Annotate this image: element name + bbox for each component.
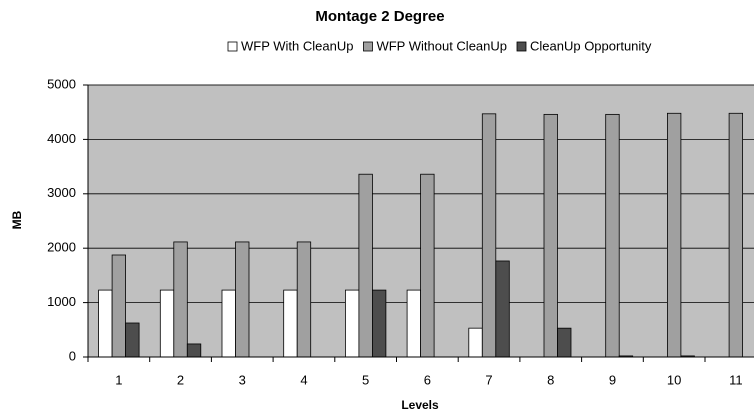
bar (296, 241, 312, 358)
bar (98, 289, 113, 358)
legend-label: CleanUp Opportunity (530, 38, 652, 53)
chart-title: Montage 2 Degree (315, 8, 444, 25)
y-tick-label: 4000 (47, 131, 76, 146)
bar (605, 113, 620, 358)
bar (557, 327, 572, 358)
bar (159, 289, 175, 358)
y-tick-label: 3000 (47, 185, 76, 200)
x-axis-label: Levels (401, 398, 439, 412)
bar (543, 113, 558, 358)
x-tick-label: 10 (667, 372, 681, 387)
y-tick-label: 2000 (47, 240, 76, 255)
bar (221, 289, 236, 358)
x-tick-label: 5 (362, 372, 369, 387)
bar (406, 289, 422, 358)
bar (358, 173, 373, 358)
bar (344, 289, 360, 358)
bar (420, 173, 435, 358)
y-axis-label: MB (10, 210, 24, 229)
bar (235, 241, 250, 358)
legend-swatch (227, 41, 238, 52)
x-tick-label: 1 (115, 372, 122, 387)
y-tick-label: 0 (69, 348, 76, 363)
legend-label: WFP With CleanUp (241, 38, 353, 53)
bar (728, 112, 743, 358)
x-tick-label: 4 (300, 372, 307, 387)
bar (481, 113, 497, 358)
plot (87, 84, 754, 358)
legend-swatch (363, 41, 373, 52)
legend-label: WFP Without CleanUp (376, 38, 507, 53)
y-tick-label: 1000 (47, 294, 76, 309)
x-tick-label: 6 (424, 372, 431, 387)
x-tick-label: 11 (729, 372, 743, 387)
legend-swatch (516, 41, 527, 52)
y-tick-label: 5000 (47, 76, 76, 91)
bar (186, 343, 202, 358)
x-tick-label: 7 (485, 372, 492, 387)
bar (173, 241, 188, 358)
x-tick-label: 8 (547, 372, 554, 387)
bar (468, 327, 483, 358)
bar (667, 112, 682, 358)
bar (283, 289, 298, 358)
legend: WFP With CleanUp WFP Without CleanUp Clean… (227, 38, 652, 53)
bar (371, 289, 387, 358)
bar (125, 322, 140, 358)
x-tick-label: 2 (177, 372, 184, 387)
bar (495, 260, 510, 358)
x-tick-label: 3 (239, 372, 246, 387)
x-tick-label: 9 (609, 372, 616, 387)
bar (111, 254, 126, 358)
